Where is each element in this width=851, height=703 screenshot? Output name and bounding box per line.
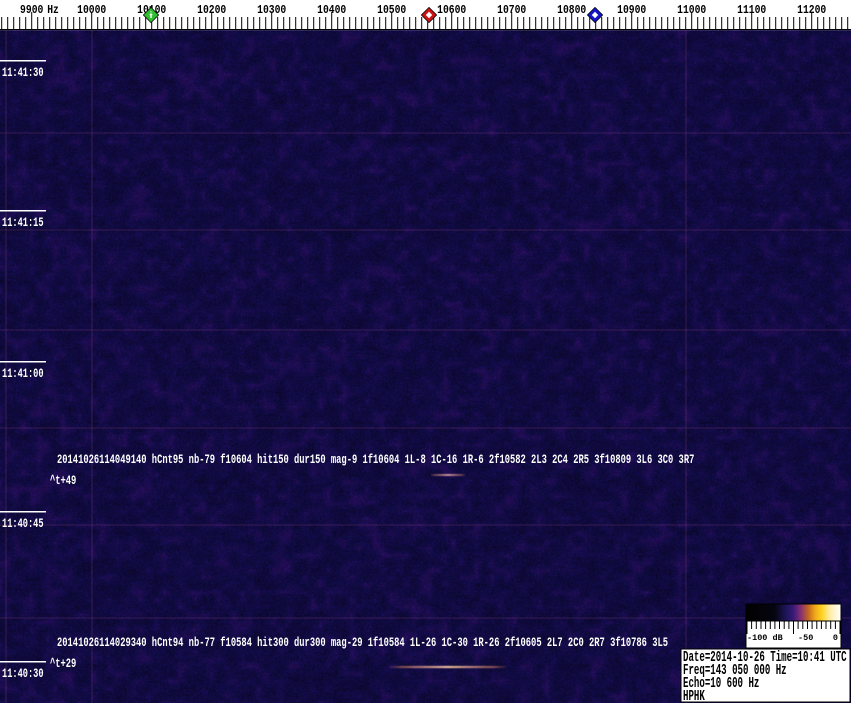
svg-text:10600: 10600 [437, 4, 466, 17]
svg-text:10400: 10400 [317, 4, 346, 17]
svg-text:HPHK: HPHK [683, 688, 705, 703]
svg-text:^t+49: ^t+49 [50, 475, 76, 489]
svg-text:-50: -50 [798, 633, 813, 643]
svg-text:10900: 10900 [617, 4, 646, 17]
svg-text:10000: 10000 [77, 4, 106, 17]
svg-text:^t+29: ^t+29 [50, 658, 76, 672]
svg-text:10800: 10800 [557, 4, 586, 17]
svg-text:-100 dB: -100 dB [747, 633, 783, 643]
svg-text:11:40:30: 11:40:30 [2, 668, 44, 682]
svg-text:10500: 10500 [377, 4, 406, 17]
svg-text:11:41:15: 11:41:15 [2, 217, 44, 231]
svg-text:10700: 10700 [497, 4, 526, 17]
svg-text:20141026114029340 hCnt94 nb-77: 20141026114029340 hCnt94 nb-77 f10584 hi… [57, 637, 668, 651]
svg-text:11:41:00: 11:41:00 [2, 368, 44, 382]
svg-text:9900: 9900 [20, 4, 43, 17]
svg-text:11:41:30: 11:41:30 [2, 67, 44, 81]
svg-text:11:40:45: 11:40:45 [2, 518, 44, 532]
svg-text:11000: 11000 [677, 4, 706, 17]
svg-text:0: 0 [833, 633, 838, 643]
svg-text:20141026114049140 hCnt95 nb-79: 20141026114049140 hCnt95 nb-79 f10604 hi… [57, 454, 694, 468]
svg-text:10300: 10300 [257, 4, 286, 17]
svg-text:11100: 11100 [737, 4, 766, 17]
svg-text:Hz: Hz [47, 4, 59, 17]
svg-text:10200: 10200 [197, 4, 226, 17]
svg-text:11200: 11200 [797, 4, 826, 17]
